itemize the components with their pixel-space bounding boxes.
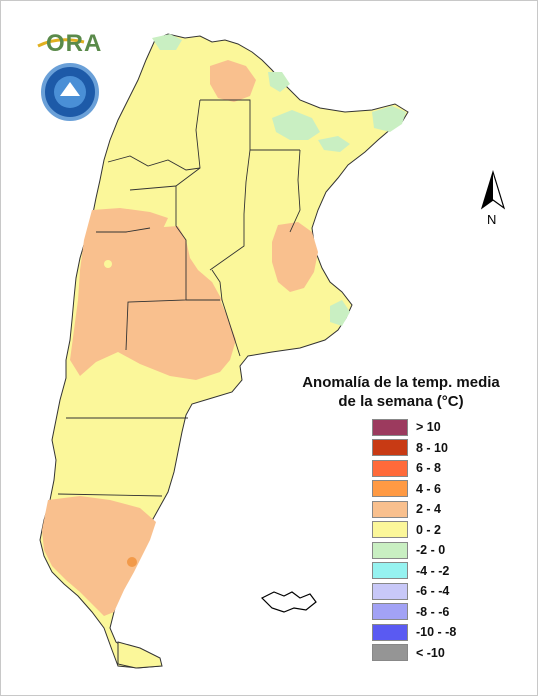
legend-item: 0 - 2 [372,520,456,541]
legend-swatch [372,439,408,457]
patch-mesopotamia-cool [272,110,320,140]
legend-label: -4 - -2 [416,563,450,578]
patch-cordoba-warm [190,282,222,312]
legend-label: 2 - 4 [416,502,442,517]
legend-swatch [372,500,408,518]
legend-title-line1: Anomalía de la temp. media [302,374,500,391]
legend-swatch [372,582,408,600]
legend-item: -4 - -2 [372,561,456,582]
legend-title-line2: de la semana (°C) [338,393,464,410]
patch-ushuaia-hotspot [127,557,137,567]
patch-south-warm [42,496,156,616]
legend-label: 8 - 10 [416,440,448,455]
legend-swatch [372,459,408,477]
legend-item: 6 - 8 [372,458,456,479]
patch-central-small [150,226,186,250]
legend-label: 4 - 6 [416,481,442,496]
legend-swatch [372,562,408,580]
north-arrow-icon [480,170,506,210]
malvinas-islands [260,591,317,613]
tierra-del-fuego [117,641,163,669]
patch-corrientes-cool [318,136,350,152]
legend: > 10 8 - 10 6 - 8 4 - 6 2 - 4 0 - 2 -2 - 0 -4 -… [372,417,456,663]
legend-label: -10 - -8 [416,625,457,640]
province-boundaries [57,99,301,497]
legend-item: > 10 [372,417,456,438]
ora-logo-swoosh [37,38,85,48]
patch-west-warm [70,208,236,380]
legend-swatch [372,623,408,641]
legend-item: -10 - -8 [372,622,456,643]
legend-label: -2 - 0 [416,543,446,558]
legend-item: -6 - -4 [372,581,456,602]
patch-small-yellow [104,260,112,268]
legend-item: 2 - 4 [372,499,456,520]
patch-northwest-cool [152,34,182,50]
patch-buenosaires-cool [330,300,350,326]
ora-logo-text: ORA [46,30,103,57]
patch-north-warm [210,60,256,102]
patch-misiones-cool [372,106,406,132]
patch-north-cool [268,72,290,92]
emblem-symbol [60,82,80,96]
legend-label: -6 - -4 [416,584,450,599]
patch-east-warm [272,222,318,292]
legend-label: 0 - 2 [416,522,442,537]
legend-swatch [372,418,408,436]
legend-item: 4 - 6 [372,479,456,500]
legend-label: < -10 [416,645,445,660]
legend-item: 8 - 10 [372,438,456,459]
legend-label: -8 - -6 [416,604,450,619]
north-label: N [487,212,497,227]
legend-item: -2 - 0 [372,540,456,561]
legend-swatch [372,603,408,621]
legend-swatch [372,541,408,559]
legend-swatch [372,644,408,662]
legend-swatch [372,480,408,498]
legend-label: > 10 [416,420,441,435]
legend-item: -8 - -6 [372,602,456,623]
legend-label: 6 - 8 [416,461,442,476]
legend-item: < -10 [372,643,456,664]
legend-swatch [372,521,408,539]
